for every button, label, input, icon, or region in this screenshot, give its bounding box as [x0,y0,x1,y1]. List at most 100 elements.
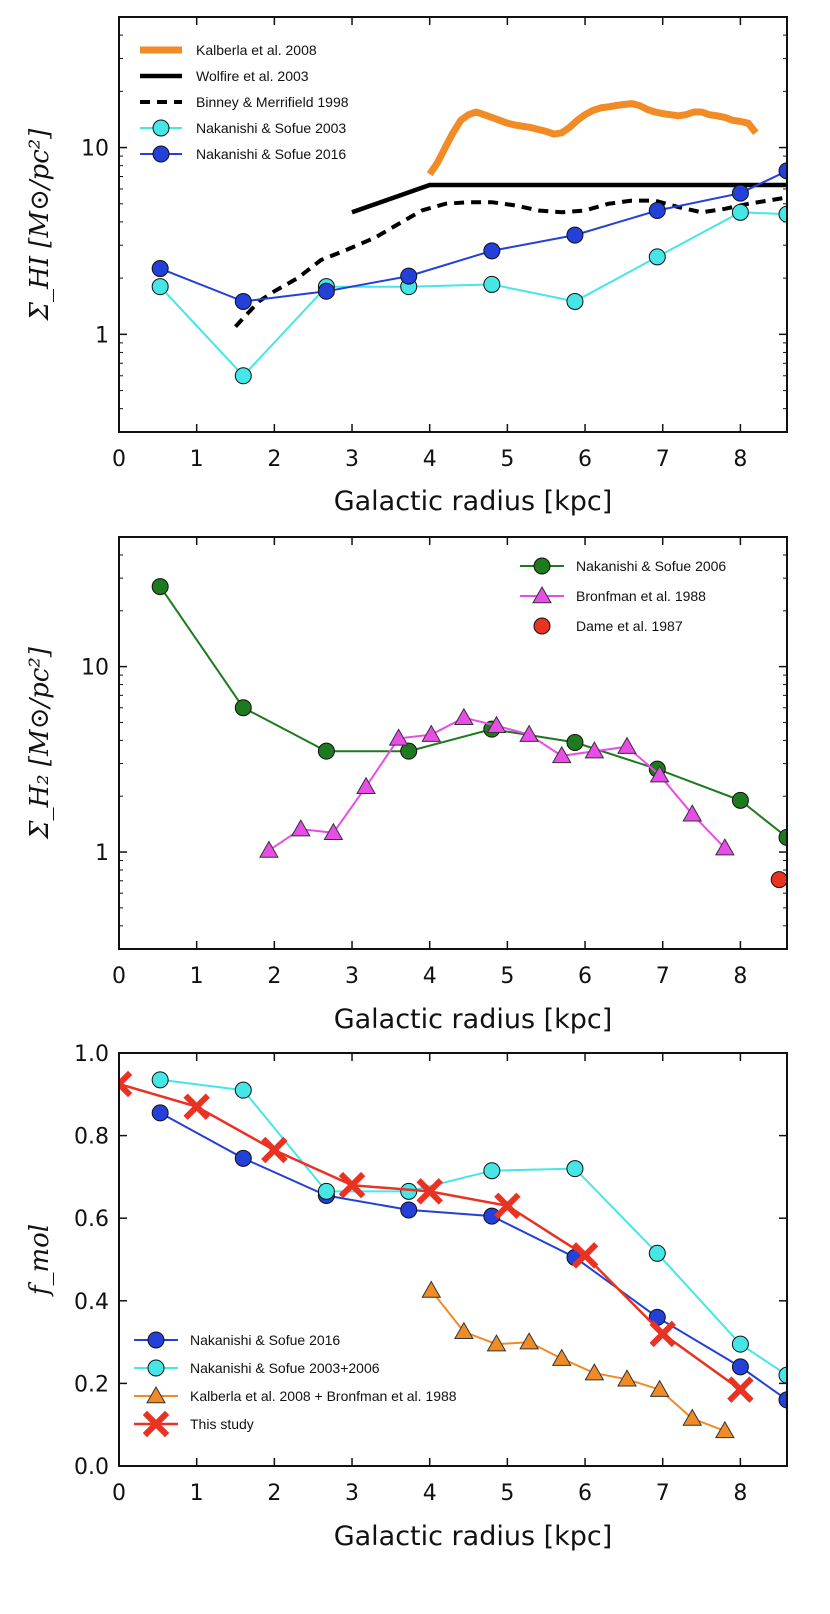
legend-entry: Binney & Merrifield 1998 [140,94,349,110]
legend-entry: Kalberla et al. 2008 [140,42,317,58]
legend-entry: Nakanishi & Sofue 2016 [140,145,346,163]
x-axis-label: Galactic radius [kpc] [334,486,613,517]
data-point [778,162,787,180]
data-point [551,745,572,764]
data-point [486,1334,507,1352]
x-axis-label: Galactic radius [kpc] [334,1521,613,1552]
data-point [356,776,376,794]
data-point [454,707,474,725]
data-point [584,1363,605,1381]
series-1 [151,1104,787,1409]
data-point [483,242,501,260]
plot-area [119,1070,787,1439]
series-line [430,1289,726,1432]
data-point [421,724,442,742]
series-line [159,586,787,839]
data-point [727,1376,754,1403]
series-3 [770,871,787,889]
series-3 [234,195,787,328]
series-5 [151,162,787,310]
legend-label: Nakanishi & Sofue 2016 [196,146,346,162]
series-line [160,1078,787,1376]
x-tick-label: 5 [500,447,514,472]
data-point [731,184,749,202]
x-tick-label: 3 [345,447,359,472]
data-point [234,1081,252,1099]
data-point [483,1162,501,1180]
series-2 [151,1071,787,1384]
series-1 [426,100,759,177]
data-point [261,1136,288,1164]
x-tick-label: 1 [190,447,204,472]
legend-label: Kalberla et al. 2008 [196,42,317,58]
data-point [648,202,666,220]
x-tick-label: 2 [267,964,281,989]
data-point [770,871,787,889]
data-point [151,1104,169,1122]
axes-frame [118,16,788,433]
y-tick-label: 0.2 [74,1372,109,1397]
data-point [259,840,279,858]
x-tick-label: 8 [733,447,747,472]
y-tick-label: 10 [81,137,109,162]
legend-marker [532,585,552,604]
series-2 [259,707,735,858]
x-tick-label: 4 [423,964,437,989]
legend: Nakanishi & Sofue 2016 Nakanishi & Sofue … [134,1331,457,1438]
x-tick-label: 5 [500,964,514,989]
data-point [571,1242,599,1269]
legend-label: Nakanishi & Sofue 2016 [190,1332,340,1348]
y-tick-label: 0.0 [74,1455,109,1480]
data-point [234,699,252,717]
plot-area [151,100,787,385]
data-point [151,260,169,278]
x-tick-label: 1 [190,1481,204,1506]
data-point [338,1171,366,1199]
data-point [617,736,637,754]
x-tick-label: 7 [656,447,670,472]
series-line [351,182,787,215]
series-1 [151,578,787,846]
y-tick-label: 1.0 [74,1042,109,1067]
series-line [426,100,759,177]
data-point [731,203,749,221]
legend-marker [152,119,170,137]
legend-entry: Dame et al. 1987 [533,617,683,635]
data-point [483,275,501,293]
data-point [566,733,584,751]
data-point [731,1358,749,1376]
data-point [151,278,169,296]
x-tick-label: 5 [500,1481,514,1506]
data-point [234,1149,252,1167]
legend-marker [533,617,551,635]
data-point [731,791,749,809]
legend-label: Nakanishi & Sofue 2006 [576,558,726,574]
axes-frame [118,536,788,950]
data-point [682,1408,703,1426]
data-point [551,1348,572,1366]
data-point [519,1332,539,1350]
legend-label: Binney & Merrifield 1998 [196,94,349,110]
data-point [778,1391,787,1409]
y-tick-label: 1 [95,323,109,348]
y-tick-label: 1 [95,841,109,866]
data-point [388,728,409,746]
x-tick-label: 4 [423,447,437,472]
data-point [778,1366,787,1384]
data-point [234,367,252,385]
data-point [617,1369,637,1387]
series-4 [119,1070,754,1403]
x-tick-label: 3 [345,964,359,989]
data-point [290,819,311,837]
data-point [151,1071,169,1089]
legend-entry: Bronfman et al. 1988 [520,585,706,604]
x-tick-label: 6 [578,964,592,989]
data-point [421,1280,442,1298]
y-axis-label: f_mol [25,1224,55,1297]
data-point [416,1178,443,1205]
x-tick-label: 2 [267,447,281,472]
series-4 [151,203,787,385]
data-point [778,828,787,846]
legend-entry: Wolfire et al. 2003 [140,68,309,84]
